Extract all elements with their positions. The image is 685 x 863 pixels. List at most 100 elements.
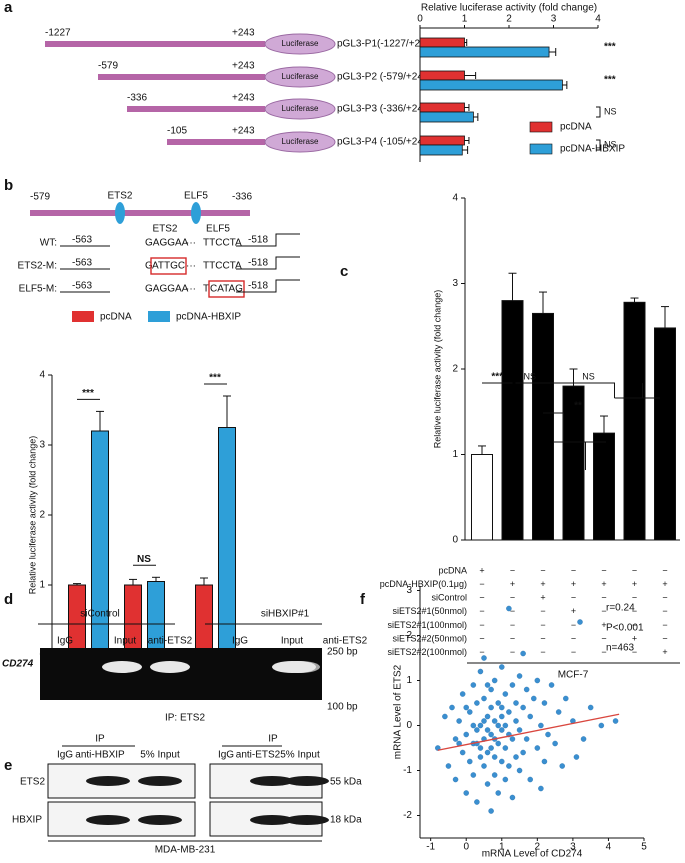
- x-tick-label: 2: [506, 14, 512, 25]
- point: [488, 686, 494, 693]
- point: [573, 754, 580, 760]
- treatment-cell: +: [601, 620, 606, 630]
- site-label: ETS2: [107, 191, 132, 202]
- significance: NS: [137, 554, 151, 565]
- treatment-cell: −: [479, 633, 484, 643]
- point: [474, 799, 480, 805]
- point: [484, 682, 491, 688]
- point: [555, 709, 562, 715]
- legend-swatch: [148, 311, 170, 322]
- trend-line: [437, 713, 620, 751]
- significance: ***: [604, 75, 616, 86]
- panel-label: d: [4, 591, 13, 608]
- lane-label: anti-ETS2: [236, 750, 281, 761]
- lane-label: 5% Input: [140, 750, 180, 761]
- treatment-cell: +: [540, 593, 545, 603]
- size-label: 55 kDa: [330, 777, 362, 788]
- point: [499, 713, 505, 720]
- lane-label: anti-HBXIP: [75, 750, 125, 761]
- point: [502, 722, 509, 729]
- legend-label: pcDNA-HBXIP: [176, 312, 241, 323]
- end-label: +243: [232, 126, 255, 137]
- end-label: +243: [232, 28, 255, 39]
- treatment-cell: −: [540, 647, 545, 657]
- band: [285, 815, 329, 825]
- treatment-cell: +: [571, 579, 576, 589]
- point: [484, 781, 491, 787]
- position-label: -518: [248, 235, 268, 246]
- promoter-bar: [45, 41, 265, 47]
- bracket: [596, 139, 601, 151]
- lane-label: IgG: [57, 636, 73, 647]
- point: [499, 664, 505, 670]
- gap: ···: [186, 284, 196, 295]
- legend-swatch: [529, 143, 553, 155]
- construct-label: pGL3-P3 (-336/+243): [337, 104, 432, 115]
- y-tick-label: 2: [406, 630, 412, 641]
- treatment-cell: −: [479, 606, 484, 616]
- point: [491, 718, 498, 724]
- point: [474, 700, 480, 706]
- treatment-cell: −: [571, 647, 576, 657]
- treatment-cell: −: [632, 606, 637, 616]
- sequence-mutant: ATTGC: [152, 261, 185, 272]
- x-tick-label: 4: [595, 14, 601, 25]
- treatment-cell: −: [571, 633, 576, 643]
- start-label: -105: [167, 126, 187, 137]
- axis-title: mRNA Level of ETS2: [393, 664, 404, 759]
- point: [484, 727, 491, 733]
- point: [587, 704, 594, 711]
- point: [580, 736, 587, 742]
- treatment-label: siETS2#2(50nmol): [392, 633, 467, 643]
- treatment-cell: −: [510, 593, 515, 603]
- point: [612, 718, 619, 724]
- treatment-cell: −: [540, 606, 545, 616]
- significance: NS: [604, 139, 617, 149]
- treatment-cell: −: [510, 620, 515, 630]
- axis-title: Relative luciferase activity (fold chang…: [432, 290, 442, 449]
- treatment-cell: −: [601, 647, 606, 657]
- treatment-cell: −: [601, 565, 606, 575]
- site-label: ELF5: [184, 191, 208, 202]
- treatment-cell: +: [662, 647, 667, 657]
- panel-label: a: [4, 0, 13, 16]
- point: [495, 740, 501, 747]
- bar: [218, 427, 236, 656]
- band: [250, 776, 294, 786]
- point: [531, 695, 537, 702]
- point: [477, 745, 484, 751]
- point: [459, 691, 466, 697]
- x-axis-title: mRNA Level of CD274: [482, 849, 583, 858]
- point: [509, 736, 516, 742]
- treatment-cell: +: [601, 579, 606, 589]
- y-tick-label: 2: [39, 510, 45, 521]
- sequence: G: [145, 261, 153, 272]
- start-label: -1227: [45, 28, 71, 39]
- bar: [195, 584, 213, 656]
- treatment-cell: −: [662, 620, 667, 630]
- band: [138, 776, 182, 786]
- row-label: ETS2-M:: [18, 261, 57, 272]
- lane-label: IgG: [218, 750, 234, 761]
- y-tick-label: 1: [452, 449, 458, 460]
- treatment-label: pcDNA-HBXIP(0.1μg): [380, 579, 467, 589]
- point: [520, 749, 526, 756]
- lane-label: anti-ETS2: [148, 636, 193, 647]
- start-label: -579: [30, 192, 50, 203]
- y-tick-label: 1: [406, 675, 412, 686]
- point: [463, 790, 469, 796]
- y-tick-label: -1: [403, 765, 412, 776]
- point: [509, 794, 516, 801]
- gap: ···: [186, 261, 196, 272]
- point: [520, 650, 526, 657]
- point: [541, 700, 548, 706]
- reporter-label: Luciferase: [282, 104, 319, 113]
- band: [150, 661, 190, 673]
- position-label: -563: [72, 235, 92, 246]
- bar: [419, 46, 550, 58]
- point: [513, 754, 519, 760]
- point: [506, 763, 512, 769]
- x-tick-label: 5: [641, 842, 647, 853]
- gel: [40, 648, 322, 700]
- treatment-cell: +: [510, 579, 515, 589]
